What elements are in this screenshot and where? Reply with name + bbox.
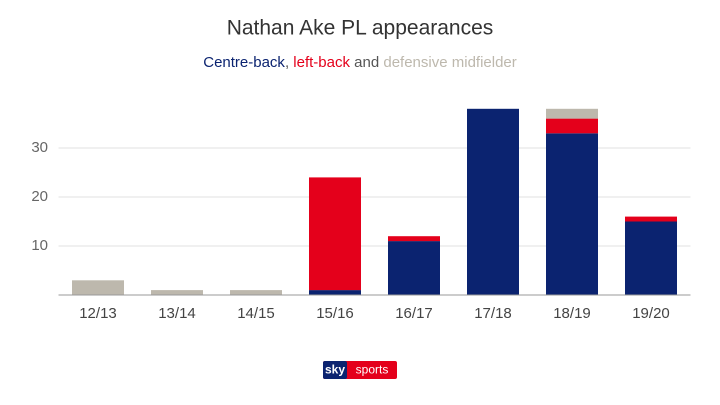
- subtitle-joiner: ,: [285, 54, 289, 71]
- plot-area: 10 20 30 12/13 13/14 14/15 15/16 16/17 17/18 18/1…: [31, 108, 691, 322]
- logo-text: sports: [356, 363, 389, 377]
- x-tick-label: 18/19: [553, 305, 591, 322]
- bar-segment: [72, 280, 124, 295]
- x-tick-label: 14/15: [237, 305, 275, 322]
- bar-segment: [625, 221, 677, 295]
- bar-segment: [546, 133, 598, 295]
- bar-segment: [309, 177, 361, 291]
- subtitle-joiner: and: [354, 54, 379, 71]
- y-tick-label: 20: [31, 188, 48, 205]
- bar-segment: [309, 290, 361, 295]
- bar-segment: [546, 118, 598, 134]
- x-tick-label: 15/16: [316, 305, 354, 322]
- legend-entry: defensive midfielder: [383, 54, 516, 71]
- bar-segment: [388, 236, 440, 242]
- chart-title: Nathan Ake PL appearances: [227, 17, 494, 40]
- y-tick-label: 10: [31, 237, 48, 254]
- x-tick-label: 13/14: [158, 305, 196, 322]
- bar-segment: [546, 108, 598, 119]
- logo: sky sports: [323, 361, 397, 379]
- logo-badge-left: [323, 361, 347, 379]
- x-tick-label: 16/17: [395, 305, 433, 322]
- bar-segment: [467, 108, 519, 295]
- bar-segment: [388, 241, 440, 295]
- x-tick-label: 19/20: [632, 305, 670, 322]
- legend-entry: Centre-back: [203, 54, 285, 71]
- bar-segment: [625, 216, 677, 222]
- chart-subtitle: Centre-back, left-back and defensive mid…: [203, 54, 517, 71]
- x-tick-label: 17/18: [474, 305, 512, 322]
- logo-text: sky: [325, 363, 345, 377]
- bar-segment: [230, 290, 282, 295]
- bar-segment: [151, 290, 203, 295]
- legend-entry: left-back: [293, 54, 350, 71]
- x-tick-label: 12/13: [79, 305, 117, 322]
- y-tick-label: 30: [31, 139, 48, 156]
